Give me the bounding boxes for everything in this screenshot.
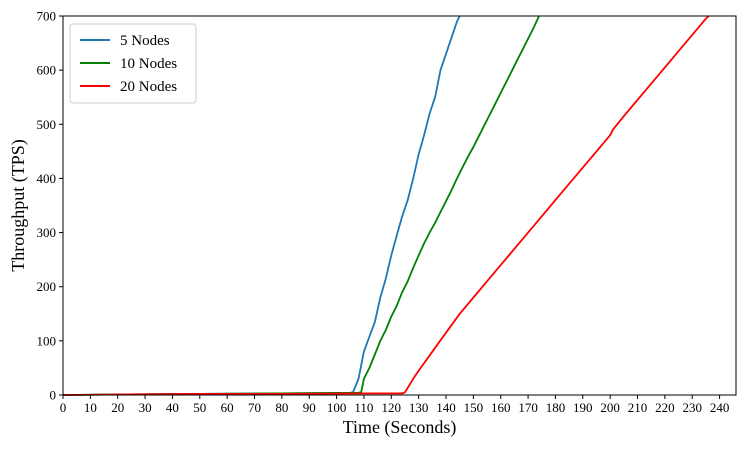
x-axis-label: Time (Seconds) [343,417,457,438]
ticks-layer: 0 10 20 30 40 50 60 70 80 90 100 110 120 130 140 150 160… [37,9,730,416]
x-tick-label: 10 [84,400,97,415]
series-line-20-nodes [62,15,710,396]
legend-box [69,23,197,104]
x-tick-label: 100 [327,400,347,415]
x-tick-label: 230 [682,400,702,415]
x-tick-label: 60 [221,400,234,415]
x-tick-label: 110 [354,400,373,415]
x-tick-label: 140 [436,400,456,415]
x-tick-label: 210 [628,400,648,415]
y-tick-label: 200 [37,279,57,294]
x-tick-label: 200 [600,400,620,415]
y-tick-label: 300 [37,225,57,240]
legend: 5 Nodes 10 Nodes 20 Nodes [69,23,197,104]
y-tick-label: 0 [50,388,57,403]
y-tick-label: 600 [37,63,57,78]
x-tick-label: 0 [60,400,67,415]
y-tick-label: 700 [37,9,57,24]
x-tick-label: 30 [139,400,152,415]
y-tick-label: 400 [37,171,57,186]
legend-label: 10 Nodes [120,56,177,72]
x-tick-label: 50 [193,400,206,415]
x-tick-label: 160 [491,400,511,415]
series-line-10-nodes [62,15,540,396]
legend-label: 20 Nodes [120,79,177,95]
x-tick-label: 20 [111,400,124,415]
series-lines [62,15,710,396]
y-axis-label: Throughput (TPS) [8,139,29,272]
x-tick-label: 170 [518,400,538,415]
x-tick-label: 180 [546,400,566,415]
x-tick-label: 240 [710,400,730,415]
y-tick-label: 500 [37,117,57,132]
legend-label: 5 Nodes [120,33,170,49]
plot-frame [62,15,737,396]
x-tick-label: 70 [248,400,261,415]
x-tick-label: 80 [275,400,288,415]
x-tick-label: 220 [655,400,675,415]
x-tick-label: 130 [409,400,429,415]
x-tick-label: 40 [166,400,179,415]
y-tick-label: 100 [37,333,57,348]
x-tick-label: 120 [382,400,402,415]
x-tick-label: 150 [464,400,484,415]
x-tick-label: 90 [303,400,316,415]
x-tick-label: 190 [573,400,593,415]
